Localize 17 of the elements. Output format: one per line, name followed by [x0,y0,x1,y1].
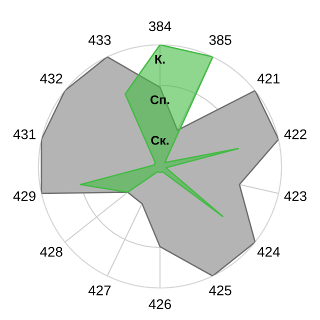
text: Сп. [150,95,170,104]
spoke-label: 429 [13,191,36,202]
spoke-label: 424 [257,246,280,257]
spoke-label: 428 [40,246,62,257]
spoke-label: 422 [284,129,306,140]
spoke-label: 421 [257,74,280,84]
spoke-label: 384 [148,21,172,32]
spoke-label: 433 [88,35,111,45]
spoke-label: 431 [13,129,36,140]
spoke-label: 423 [284,191,306,202]
text: К. [155,54,165,64]
spoke-label: 385 [209,35,232,45]
spoke-label: 427 [88,285,111,296]
text: Ск. [151,136,169,145]
spoke-label: 425 [209,285,232,296]
spoke-label: 432 [40,74,62,84]
spoke-label: 426 [148,299,171,310]
